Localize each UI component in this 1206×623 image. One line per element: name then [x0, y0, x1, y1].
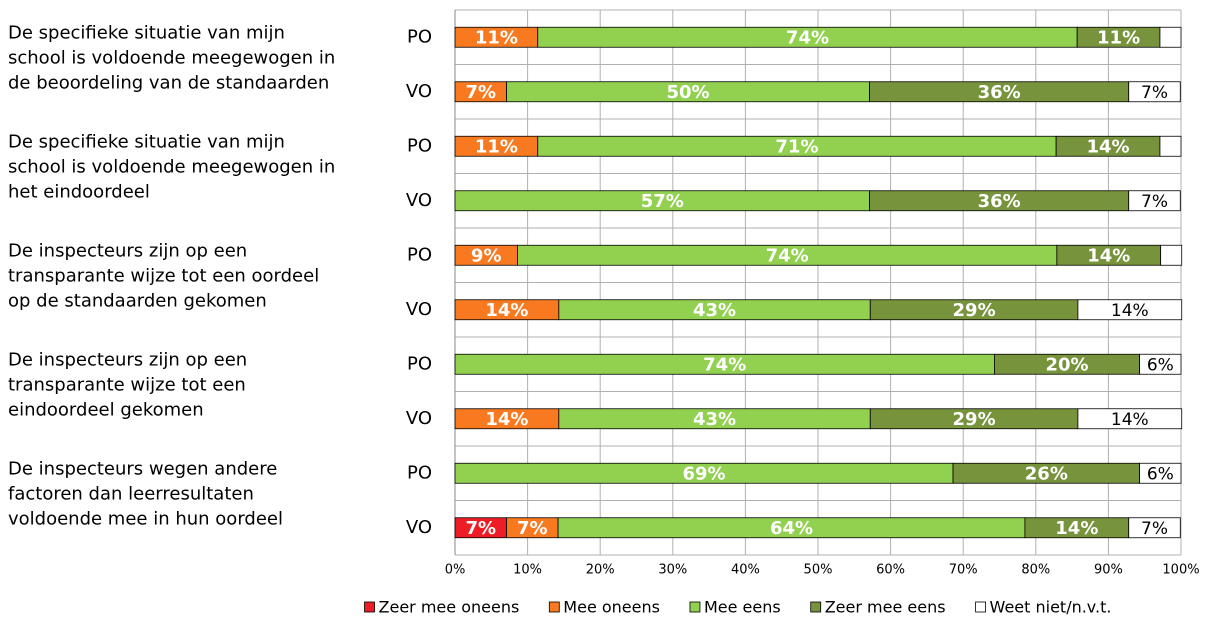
y-tick-label: VO	[406, 408, 432, 429]
group-label: transparante wijze tot een oordeel	[8, 266, 319, 287]
bar-segment	[1160, 244, 1183, 266]
legend-swatch	[975, 601, 986, 613]
x-tick-label: 60%	[876, 563, 905, 578]
value-label: 69%	[682, 463, 725, 484]
bar-segment	[1139, 353, 1182, 375]
y-tick-label: VO	[406, 81, 432, 102]
y-tick-label: PO	[407, 353, 432, 374]
value-label: 6%	[1147, 355, 1174, 375]
value-label: 74%	[703, 354, 746, 375]
value-label: 6%	[1147, 464, 1174, 484]
legend-label: Mee oneens	[563, 598, 660, 617]
y-tick-label: VO	[406, 517, 432, 538]
value-label: 7%	[465, 82, 496, 103]
bar-segment	[1128, 190, 1181, 212]
value-label: 11%	[1097, 27, 1140, 48]
value-label: 74%	[786, 27, 829, 48]
value-label: 7%	[465, 518, 496, 539]
group-label: de beoordeling van de standaarden	[8, 73, 329, 94]
group-label: De specifieke situatie van mijn	[8, 132, 285, 153]
value-label: 29%	[953, 300, 996, 321]
y-tick-label: VO	[406, 299, 432, 320]
legend-swatch	[689, 601, 701, 613]
legend-label: Weet niet/n.v.t.	[990, 598, 1112, 617]
value-label: 57%	[641, 191, 684, 212]
value-label: 11%	[475, 136, 518, 157]
value-label: 36%	[978, 82, 1021, 103]
value-label: 43%	[693, 409, 736, 430]
legend-swatch	[810, 601, 822, 613]
group-label: op de standaarden gekomen	[8, 291, 267, 312]
value-label: 7%	[1141, 83, 1168, 103]
bar-segment	[1159, 135, 1182, 157]
group-label: De inspecteurs zijn op een	[8, 241, 247, 262]
x-tick-label: 10%	[513, 563, 542, 578]
value-label: 43%	[693, 300, 736, 321]
group-label: De inspecteurs wegen andere	[8, 459, 277, 480]
legend-label: Zeer mee eens	[825, 598, 946, 617]
x-tick-label: 80%	[1021, 563, 1050, 578]
value-label: 14%	[485, 300, 528, 321]
value-label: 26%	[1025, 463, 1068, 484]
legend: Zeer mee oneens Mee oneens Mee eens Zeer me…	[364, 598, 1112, 617]
value-label: 14%	[1086, 136, 1129, 157]
value-label: 74%	[766, 245, 809, 266]
group-label: De inspecteurs zijn op een	[8, 350, 247, 371]
group-label: voldoende mee in hun oordeel	[8, 509, 283, 530]
group-label: transparante wijze tot een	[8, 375, 246, 396]
legend-swatch	[548, 601, 560, 613]
value-label: 64%	[770, 518, 813, 539]
y-tick-label: PO	[407, 462, 432, 483]
value-label: 14%	[1111, 301, 1149, 321]
value-label: 9%	[471, 245, 502, 266]
y-tick-label: PO	[407, 244, 432, 265]
value-label: 14%	[1111, 410, 1149, 430]
bar-segment	[1139, 462, 1182, 484]
y-tick-label: PO	[407, 135, 432, 156]
x-tick-label: 70%	[949, 563, 978, 578]
y-tick-label: PO	[407, 26, 432, 47]
value-label: 29%	[953, 409, 996, 430]
value-label: 71%	[775, 136, 818, 157]
x-tick-label: 40%	[731, 563, 760, 578]
value-label: 11%	[475, 27, 518, 48]
bar-segment	[1128, 517, 1181, 539]
bar-segment	[1128, 81, 1181, 103]
value-label: 36%	[978, 191, 1021, 212]
y-tick-label: VO	[406, 190, 432, 211]
value-label: 7%	[1141, 519, 1168, 539]
group-label: school is voldoende meegewogen in	[8, 48, 335, 69]
group-label: eindoordeel gekomen	[8, 400, 204, 421]
value-label: 7%	[1141, 192, 1168, 212]
value-label: 7%	[517, 518, 548, 539]
group-label: het eindoordeel	[8, 182, 150, 203]
x-tick-label: 100%	[1162, 563, 1199, 578]
bar-segment	[1077, 299, 1183, 321]
group-label: De specifieke situatie van mijn	[8, 23, 285, 44]
x-tick-label: 30%	[658, 563, 687, 578]
group-label: factoren dan leerresultaten	[8, 484, 254, 505]
value-label: 14%	[1087, 245, 1130, 266]
value-label: 20%	[1045, 354, 1088, 375]
x-tick-label: 0%	[445, 563, 466, 578]
x-tick-label: 50%	[804, 563, 833, 578]
legend-label: Mee eens	[704, 598, 781, 617]
value-label: 14%	[1055, 518, 1098, 539]
x-tick-label: 20%	[586, 563, 615, 578]
bar-segment	[1077, 408, 1183, 430]
value-label: 50%	[666, 82, 709, 103]
legend-label: Zeer mee oneens	[379, 598, 520, 617]
x-tick-label: 90%	[1094, 563, 1123, 578]
bar-segment	[1159, 26, 1182, 48]
value-label: 14%	[485, 409, 528, 430]
group-label: school is voldoende meegewogen in	[8, 157, 335, 178]
legend-swatch	[364, 601, 375, 613]
